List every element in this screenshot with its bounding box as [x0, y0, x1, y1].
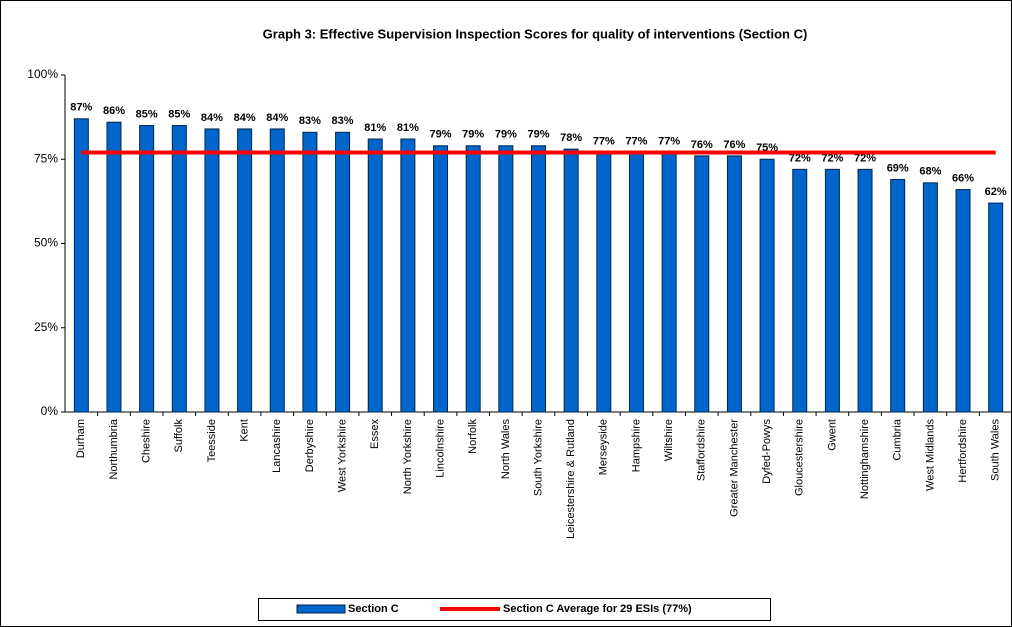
- data-label: 77%: [658, 135, 680, 147]
- bar: [661, 152, 677, 413]
- data-label: 81%: [397, 122, 419, 134]
- bar: [922, 182, 938, 413]
- x-tick-label: Greater Manchester: [728, 419, 740, 517]
- x-tick-label: Essex: [369, 419, 381, 449]
- data-label: 84%: [234, 112, 256, 124]
- legend-label: Section C: [348, 603, 399, 615]
- data-label: 66%: [952, 172, 974, 184]
- bar: [531, 145, 546, 413]
- data-label: 84%: [266, 112, 288, 124]
- data-label: 62%: [985, 186, 1007, 198]
- x-tick-label: Gwent: [826, 419, 838, 451]
- data-label: 78%: [560, 132, 582, 144]
- bar: [694, 155, 710, 413]
- y-tick-label: 100%: [27, 67, 58, 81]
- data-label: 85%: [168, 108, 190, 120]
- data-label: 68%: [919, 166, 941, 178]
- x-tick-label: Lincolnshire: [434, 419, 446, 478]
- x-tick-label: North Wales: [500, 419, 512, 480]
- data-label: 76%: [691, 139, 713, 151]
- x-tick-label: Cheshire: [141, 419, 153, 463]
- data-label: 86%: [103, 105, 125, 117]
- data-label: 79%: [430, 129, 452, 141]
- bar: [433, 145, 449, 413]
- data-label: 72%: [789, 152, 811, 164]
- x-tick-label: West Yorkshire: [336, 419, 348, 492]
- data-label: 79%: [495, 129, 517, 141]
- y-tick-label: 0%: [41, 404, 59, 418]
- bar: [857, 168, 873, 413]
- x-tick-label: Gloucestershire: [794, 419, 806, 496]
- x-tick-label: Durham: [75, 419, 87, 458]
- bar: [237, 128, 253, 413]
- x-tick-label: South Wales: [990, 419, 1002, 481]
- data-label: 87%: [70, 102, 92, 114]
- bar: [955, 189, 971, 413]
- x-tick-label: West Midlands: [924, 419, 936, 491]
- x-tick-label: Staffordshire: [696, 419, 708, 481]
- bar: [73, 118, 89, 413]
- bar: [335, 131, 351, 413]
- x-tick-label: South Yorkshire: [532, 419, 544, 496]
- x-tick-label: Lancashire: [271, 419, 283, 473]
- legend-swatch: [296, 604, 346, 614]
- x-tick-label: Wiltshire: [663, 419, 675, 461]
- data-label: 84%: [201, 112, 223, 124]
- data-label: 85%: [136, 108, 158, 120]
- bar: [824, 168, 840, 413]
- data-label: 76%: [723, 139, 745, 151]
- data-label: 77%: [625, 135, 647, 147]
- bar: [988, 202, 1004, 413]
- legend-label: Section C Average for 29 ESIs (77%): [503, 603, 692, 615]
- x-tick-label: Dyfed-Powys: [761, 419, 773, 484]
- bar: [726, 155, 742, 413]
- bar: [367, 138, 383, 413]
- bar: [596, 152, 612, 413]
- bar: [139, 125, 155, 413]
- bar: [204, 128, 220, 413]
- x-tick-label: North Yorkshire: [402, 419, 414, 494]
- data-label: 79%: [527, 129, 549, 141]
- x-tick-label: Leicestershire & Rutland: [565, 419, 577, 539]
- bar: [759, 158, 775, 413]
- x-tick-label: Nottinghamshire: [859, 419, 871, 499]
- bar: [400, 138, 416, 413]
- bar: [792, 168, 808, 413]
- data-label: 69%: [887, 162, 909, 174]
- x-tick-label: Northumbria: [108, 418, 120, 479]
- chart-title: Graph 3: Effective Supervision Inspectio…: [263, 26, 808, 41]
- bar: [171, 125, 187, 413]
- x-tick-label: Derbyshire: [304, 419, 316, 472]
- bar: [269, 128, 285, 413]
- data-label: 79%: [462, 129, 484, 141]
- bar: [563, 148, 579, 413]
- x-tick-label: Merseyside: [598, 419, 610, 475]
- x-tick-label: Hertfordshire: [957, 419, 969, 483]
- legend: [258, 598, 771, 621]
- bar: [302, 131, 318, 413]
- x-tick-label: Teesside: [206, 419, 218, 462]
- data-label: 83%: [332, 115, 354, 127]
- x-tick-label: Suffolk: [173, 419, 185, 453]
- y-tick-label: 75%: [34, 151, 58, 165]
- bar: [106, 121, 122, 413]
- data-label: 81%: [364, 122, 386, 134]
- x-tick-label: Hampshire: [630, 419, 642, 472]
- data-label: 77%: [593, 135, 615, 147]
- y-tick-label: 25%: [34, 320, 58, 334]
- x-tick-label: Norfolk: [467, 419, 479, 454]
- bar: [465, 145, 481, 413]
- data-label: 72%: [821, 152, 843, 164]
- bar: [890, 178, 906, 413]
- data-label: 72%: [854, 152, 876, 164]
- y-tick-label: 50%: [34, 236, 58, 250]
- x-tick-label: Cumbria: [892, 418, 904, 460]
- bar: [628, 152, 644, 413]
- x-tick-label: Kent: [239, 419, 251, 442]
- bar: [498, 145, 514, 413]
- data-label: 83%: [299, 115, 321, 127]
